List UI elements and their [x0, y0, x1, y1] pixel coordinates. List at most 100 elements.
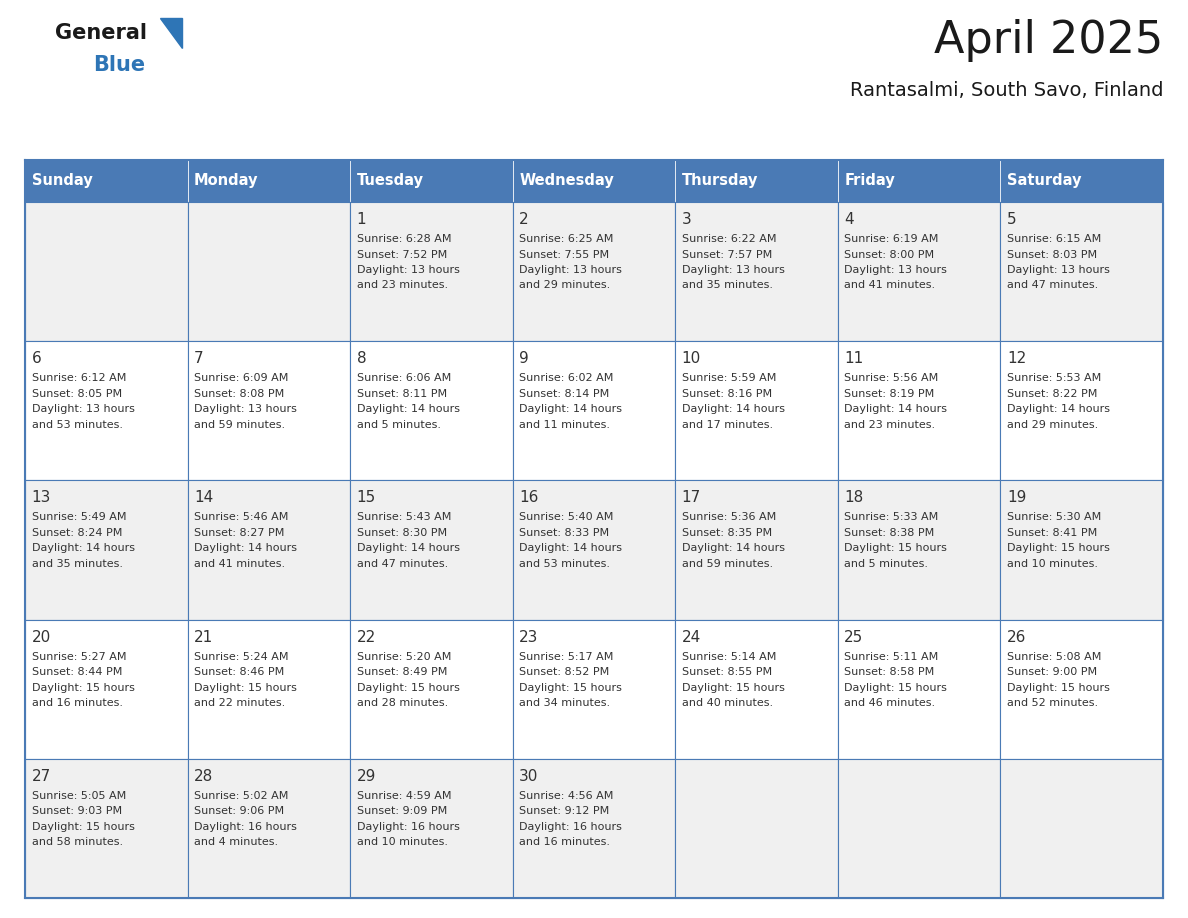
Text: Daylight: 13 hours: Daylight: 13 hours	[845, 265, 947, 275]
Text: and 41 minutes.: and 41 minutes.	[194, 559, 285, 569]
Text: 1: 1	[356, 212, 366, 227]
Bar	[838, 202, 1000, 341]
Bar	[838, 160, 1000, 202]
Text: Sunset: 9:09 PM: Sunset: 9:09 PM	[356, 806, 447, 816]
Text: Sunset: 8:52 PM: Sunset: 8:52 PM	[519, 667, 609, 677]
Text: and 16 minutes.: and 16 minutes.	[32, 698, 122, 708]
Polygon shape	[160, 18, 182, 48]
Text: Daylight: 15 hours: Daylight: 15 hours	[845, 683, 947, 692]
Text: Sunrise: 5:08 AM: Sunrise: 5:08 AM	[1007, 652, 1101, 662]
Text: Daylight: 15 hours: Daylight: 15 hours	[1007, 543, 1110, 554]
Text: and 11 minutes.: and 11 minutes.	[519, 420, 611, 430]
Text: Daylight: 13 hours: Daylight: 13 hours	[32, 404, 134, 414]
Text: Daylight: 16 hours: Daylight: 16 hours	[519, 822, 623, 832]
Text: Sunrise: 6:15 AM: Sunrise: 6:15 AM	[1007, 234, 1101, 244]
Text: and 53 minutes.: and 53 minutes.	[32, 420, 122, 430]
Text: Sunrise: 5:24 AM: Sunrise: 5:24 AM	[194, 652, 289, 662]
Text: and 46 minutes.: and 46 minutes.	[845, 698, 935, 708]
Text: 19: 19	[1007, 490, 1026, 506]
Text: Sunset: 8:46 PM: Sunset: 8:46 PM	[194, 667, 284, 677]
Text: 16: 16	[519, 490, 538, 506]
Text: 20: 20	[32, 630, 51, 644]
Text: Sunrise: 5:43 AM: Sunrise: 5:43 AM	[356, 512, 451, 522]
Text: Sunset: 9:06 PM: Sunset: 9:06 PM	[194, 806, 284, 816]
Text: Sunrise: 6:02 AM: Sunrise: 6:02 AM	[519, 374, 613, 383]
Text: Sunset: 7:55 PM: Sunset: 7:55 PM	[519, 250, 609, 260]
Text: and 22 minutes.: and 22 minutes.	[194, 698, 285, 708]
Text: Sunset: 8:24 PM: Sunset: 8:24 PM	[32, 528, 122, 538]
Text: 26: 26	[1007, 630, 1026, 644]
Text: 27: 27	[32, 768, 51, 784]
Text: and 59 minutes.: and 59 minutes.	[194, 420, 285, 430]
Text: Daylight: 13 hours: Daylight: 13 hours	[194, 404, 297, 414]
Text: Sunset: 8:22 PM: Sunset: 8:22 PM	[1007, 388, 1098, 398]
Text: Monday: Monday	[194, 174, 259, 188]
Text: Sunset: 9:00 PM: Sunset: 9:00 PM	[1007, 667, 1097, 677]
Text: and 23 minutes.: and 23 minutes.	[845, 420, 935, 430]
Text: 30: 30	[519, 768, 538, 784]
Bar	[25, 620, 188, 759]
Bar	[25, 759, 188, 898]
Bar	[188, 160, 350, 202]
Bar	[838, 480, 1000, 620]
Text: Sunrise: 6:25 AM: Sunrise: 6:25 AM	[519, 234, 613, 244]
Text: 4: 4	[845, 212, 854, 227]
Text: and 35 minutes.: and 35 minutes.	[682, 281, 772, 290]
Text: 15: 15	[356, 490, 375, 506]
Text: Sunset: 8:30 PM: Sunset: 8:30 PM	[356, 528, 447, 538]
Bar	[513, 480, 675, 620]
Text: Blue: Blue	[93, 55, 145, 75]
Text: Daylight: 14 hours: Daylight: 14 hours	[194, 543, 297, 554]
Text: Sunrise: 5:20 AM: Sunrise: 5:20 AM	[356, 652, 451, 662]
Text: Rantasalmi, South Savo, Finland: Rantasalmi, South Savo, Finland	[849, 81, 1163, 99]
Text: Thursday: Thursday	[682, 174, 758, 188]
Text: Daylight: 14 hours: Daylight: 14 hours	[356, 404, 460, 414]
Text: 3: 3	[682, 212, 691, 227]
Text: 25: 25	[845, 630, 864, 644]
Text: Daylight: 13 hours: Daylight: 13 hours	[1007, 265, 1110, 275]
Bar	[838, 620, 1000, 759]
Bar	[675, 480, 838, 620]
Text: and 4 minutes.: and 4 minutes.	[194, 837, 278, 847]
Text: Sunset: 8:00 PM: Sunset: 8:00 PM	[845, 250, 935, 260]
Bar	[513, 202, 675, 341]
Bar	[838, 341, 1000, 480]
Text: 11: 11	[845, 352, 864, 366]
Text: 14: 14	[194, 490, 214, 506]
Text: and 28 minutes.: and 28 minutes.	[356, 698, 448, 708]
Bar	[350, 160, 513, 202]
Bar	[1000, 480, 1163, 620]
Text: Sunset: 8:33 PM: Sunset: 8:33 PM	[519, 528, 609, 538]
Text: Sunrise: 5:27 AM: Sunrise: 5:27 AM	[32, 652, 126, 662]
Text: Sunset: 8:44 PM: Sunset: 8:44 PM	[32, 667, 122, 677]
Text: Daylight: 13 hours: Daylight: 13 hours	[519, 265, 623, 275]
Bar	[350, 202, 513, 341]
Text: Sunset: 8:03 PM: Sunset: 8:03 PM	[1007, 250, 1097, 260]
Text: Sunset: 8:55 PM: Sunset: 8:55 PM	[682, 667, 772, 677]
Bar	[675, 341, 838, 480]
Bar	[350, 341, 513, 480]
Text: Daylight: 14 hours: Daylight: 14 hours	[356, 543, 460, 554]
Text: and 47 minutes.: and 47 minutes.	[1007, 281, 1098, 290]
Text: and 47 minutes.: and 47 minutes.	[356, 559, 448, 569]
Text: Daylight: 14 hours: Daylight: 14 hours	[32, 543, 134, 554]
Text: 13: 13	[32, 490, 51, 506]
Bar	[25, 480, 188, 620]
Text: Sunrise: 5:59 AM: Sunrise: 5:59 AM	[682, 374, 776, 383]
Text: 12: 12	[1007, 352, 1026, 366]
Text: Sunset: 7:52 PM: Sunset: 7:52 PM	[356, 250, 447, 260]
Text: April 2025: April 2025	[934, 18, 1163, 62]
Text: 10: 10	[682, 352, 701, 366]
Text: Sunset: 8:38 PM: Sunset: 8:38 PM	[845, 528, 935, 538]
Text: Sunrise: 5:11 AM: Sunrise: 5:11 AM	[845, 652, 939, 662]
Text: Daylight: 14 hours: Daylight: 14 hours	[682, 543, 785, 554]
Text: Tuesday: Tuesday	[356, 174, 424, 188]
Bar	[675, 202, 838, 341]
Text: Sunset: 8:27 PM: Sunset: 8:27 PM	[194, 528, 284, 538]
Bar	[25, 202, 188, 341]
Bar	[675, 759, 838, 898]
Text: Daylight: 15 hours: Daylight: 15 hours	[194, 683, 297, 692]
Text: and 17 minutes.: and 17 minutes.	[682, 420, 773, 430]
Text: Daylight: 13 hours: Daylight: 13 hours	[682, 265, 784, 275]
Text: Sunrise: 6:12 AM: Sunrise: 6:12 AM	[32, 374, 126, 383]
